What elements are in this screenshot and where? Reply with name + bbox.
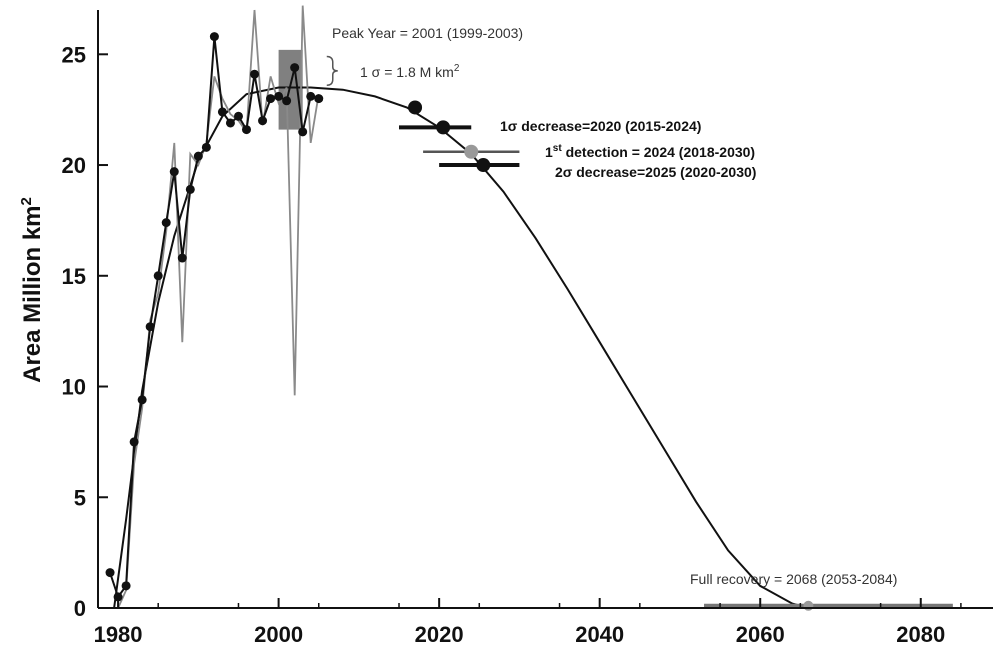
key-point <box>408 100 423 115</box>
recovery-point <box>803 600 814 611</box>
data-point <box>209 32 219 42</box>
x-tick-label: 2000 <box>254 622 303 647</box>
data-point <box>169 167 179 177</box>
data-point <box>298 127 308 137</box>
data-point <box>274 91 284 101</box>
two-sigma-decrease-annotation: 2σ decrease=2025 (2020-2030) <box>555 164 756 180</box>
data-point <box>225 118 235 128</box>
data-point <box>258 116 268 126</box>
data-point <box>217 107 227 117</box>
data-point <box>105 568 115 578</box>
data-point <box>129 437 139 447</box>
data-point <box>250 69 260 79</box>
y-tick-label: 0 <box>74 596 86 621</box>
key-point <box>476 158 491 173</box>
y-tick-label: 20 <box>62 153 86 178</box>
data-point <box>282 96 292 106</box>
peak-year-annotation: Peak Year = 2001 (1999-2003) <box>332 25 523 41</box>
data-point <box>137 395 147 405</box>
data-point <box>177 253 187 263</box>
x-tick-label: 2060 <box>736 622 785 647</box>
sigma-annotation: 1 σ = 1.8 M km2 <box>360 63 460 80</box>
x-tick-label: 2080 <box>896 622 945 647</box>
first-detection-annotation: 1st detection = 2024 (2018-2030) <box>545 143 755 160</box>
peak-year-box <box>278 49 303 130</box>
one-sigma-decrease-annotation: 1σ decrease=2020 (2015-2024) <box>500 118 701 134</box>
data-point <box>113 592 123 602</box>
x-tick-label: 1980 <box>94 622 143 647</box>
y-tick-label: 15 <box>62 264 86 289</box>
data-point <box>314 94 324 104</box>
y-tick-label: 5 <box>74 485 86 510</box>
data-point <box>290 63 300 73</box>
data-point <box>201 142 211 152</box>
data-point <box>193 151 203 161</box>
key-point <box>464 144 479 159</box>
key-point <box>436 120 451 135</box>
sigma-bracket-icon <box>326 55 338 87</box>
data-point <box>266 94 276 104</box>
y-axis-label: Area Million km2 <box>18 197 46 383</box>
data-point <box>121 581 131 591</box>
data-point <box>306 91 316 101</box>
y-tick-label: 25 <box>62 42 86 67</box>
data-point <box>185 184 195 194</box>
data-point <box>161 218 171 228</box>
data-point <box>241 125 251 135</box>
data-point <box>145 322 155 332</box>
data-point <box>233 111 243 121</box>
full-recovery-annotation: Full recovery = 2068 (2053-2084) <box>690 571 897 587</box>
x-tick-label: 2020 <box>415 622 464 647</box>
x-tick-label: 2040 <box>575 622 624 647</box>
y-tick-label: 10 <box>62 375 86 400</box>
data-point <box>153 271 163 281</box>
